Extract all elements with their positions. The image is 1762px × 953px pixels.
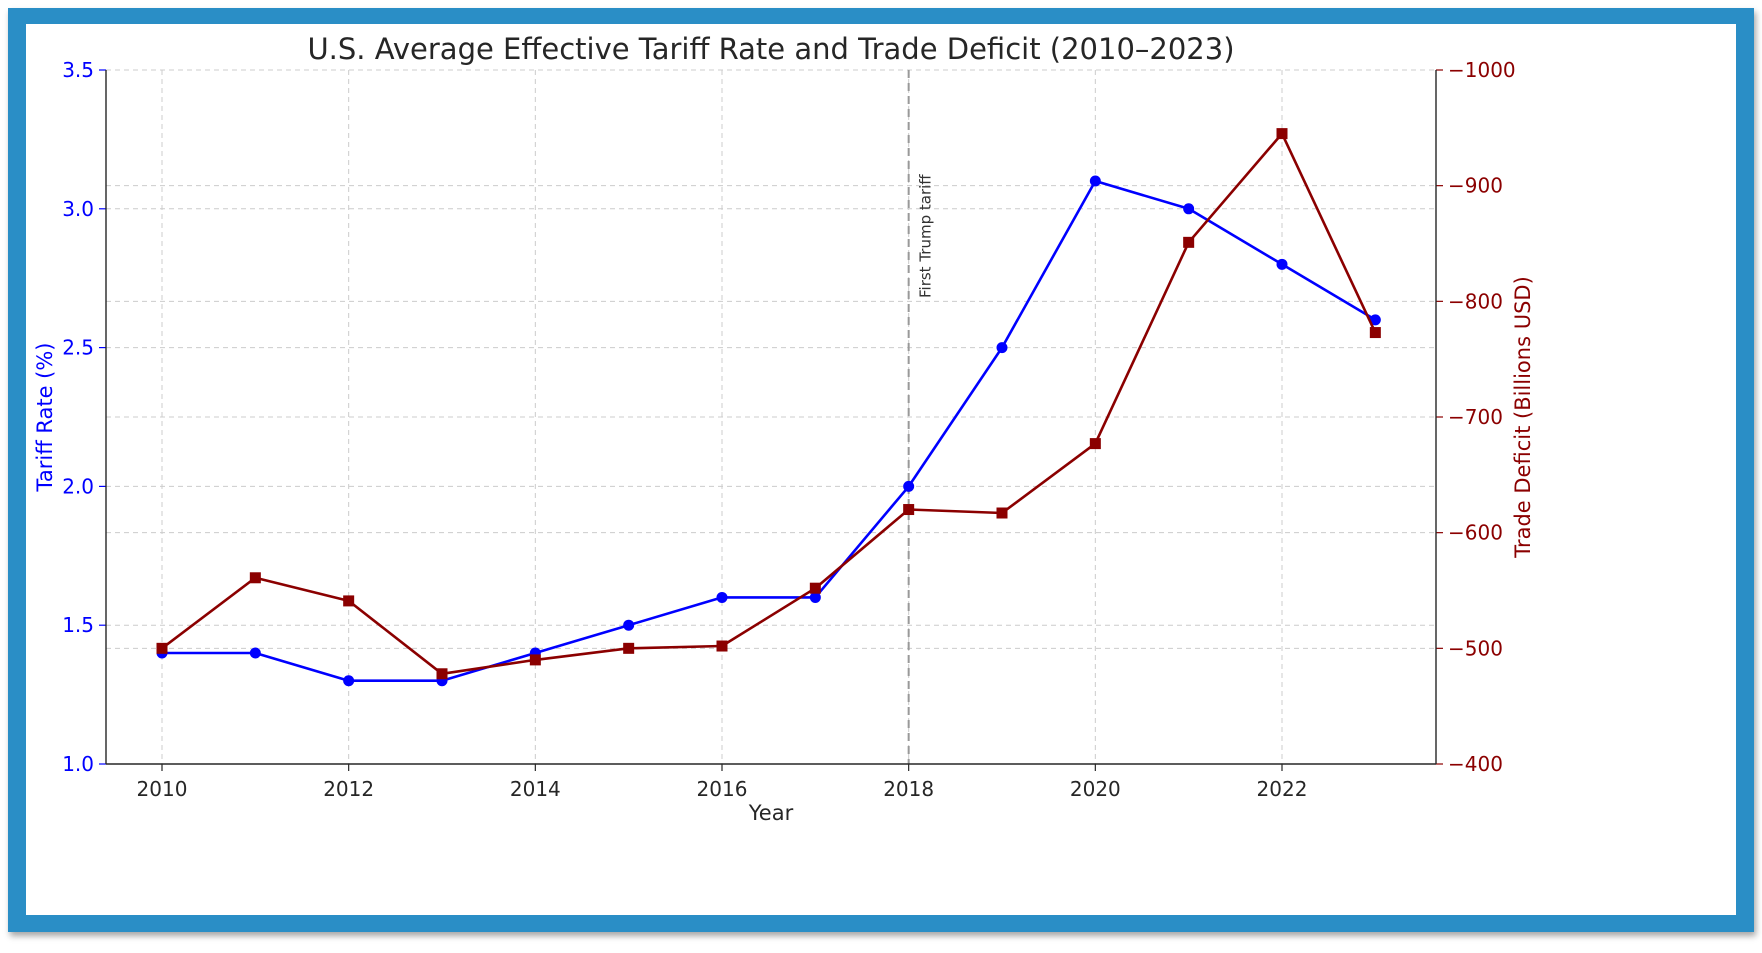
right-y-tick-label: −400 [1448, 752, 1503, 776]
tariff-rate-line [162, 179, 1376, 683]
trade-deficit-point [996, 507, 1008, 519]
trade-deficit-point [903, 504, 915, 516]
right-y-tick-label: −1000 [1448, 58, 1516, 82]
tariff-rate-point [1183, 203, 1195, 215]
tariff-rate-point [249, 647, 261, 659]
tariff-rate-point [1089, 175, 1101, 187]
trade-deficit-point [623, 642, 635, 654]
annotation-label: First Trump tariff [917, 174, 935, 298]
trade-deficit-point [529, 654, 541, 666]
x-axis-label: Year [748, 801, 794, 825]
left-y-tick-label: 3.0 [62, 197, 94, 221]
right-y-axis-label: Trade Deficit (Billions USD) [1511, 276, 1535, 559]
trade-deficit-point [1276, 128, 1288, 140]
tariff-rate-point [343, 675, 355, 687]
tariff-rate-point [1369, 314, 1381, 326]
left-y-tick-label: 1.5 [62, 613, 94, 637]
trade-deficit-point [1369, 327, 1381, 339]
trade-deficit-point [436, 668, 448, 680]
left-y-tick-label: 2.5 [62, 336, 94, 360]
right-y-tick-label: −800 [1448, 289, 1503, 313]
right-y-tick-label: −500 [1448, 636, 1503, 660]
trade-deficit-point [716, 640, 728, 652]
x-tick-label: 2022 [1257, 777, 1308, 801]
tariff-rate-point [809, 591, 821, 603]
x-tick-label: 2020 [1070, 777, 1121, 801]
left-y-tick-label: 2.0 [62, 474, 94, 498]
x-tick-label: 2012 [323, 777, 374, 801]
chart-frame: U.S. Average Effective Tariff Rate and T… [8, 8, 1754, 932]
tariff-rate-point [623, 619, 635, 631]
left-y-tick-label: 3.5 [62, 58, 94, 82]
tariff-rate-point [1276, 258, 1288, 270]
trade-deficit-point [809, 582, 821, 594]
chart-title: U.S. Average Effective Tariff Rate and T… [307, 32, 1234, 66]
tariff-rate-point [716, 591, 728, 603]
trade-deficit-point [156, 642, 168, 654]
trade-deficit-point [249, 572, 261, 584]
trade-deficit-point [343, 595, 355, 607]
chart-area: U.S. Average Effective Tariff Rate and T… [26, 24, 1736, 915]
x-tick-label: 2018 [883, 777, 934, 801]
left-y-axis-label: Tariff Rate (%) [33, 343, 57, 493]
left-y-tick-label: 1.0 [62, 752, 94, 776]
right-y-tick-label: −700 [1448, 405, 1503, 429]
x-tick-label: 2014 [510, 777, 561, 801]
x-tick-label: 2010 [137, 777, 188, 801]
tariff-rate-point [903, 480, 915, 492]
right-y-tick-label: −600 [1448, 521, 1503, 545]
right-y-tick-label: −900 [1448, 174, 1503, 198]
trade-deficit-point [1089, 438, 1101, 450]
trade-deficit-line [161, 132, 1377, 676]
trade-deficit-point [1183, 236, 1195, 248]
x-tick-label: 2016 [697, 777, 748, 801]
tariff-rate-point [996, 342, 1008, 354]
dual-axis-line-chart: U.S. Average Effective Tariff Rate and T… [33, 32, 1535, 825]
